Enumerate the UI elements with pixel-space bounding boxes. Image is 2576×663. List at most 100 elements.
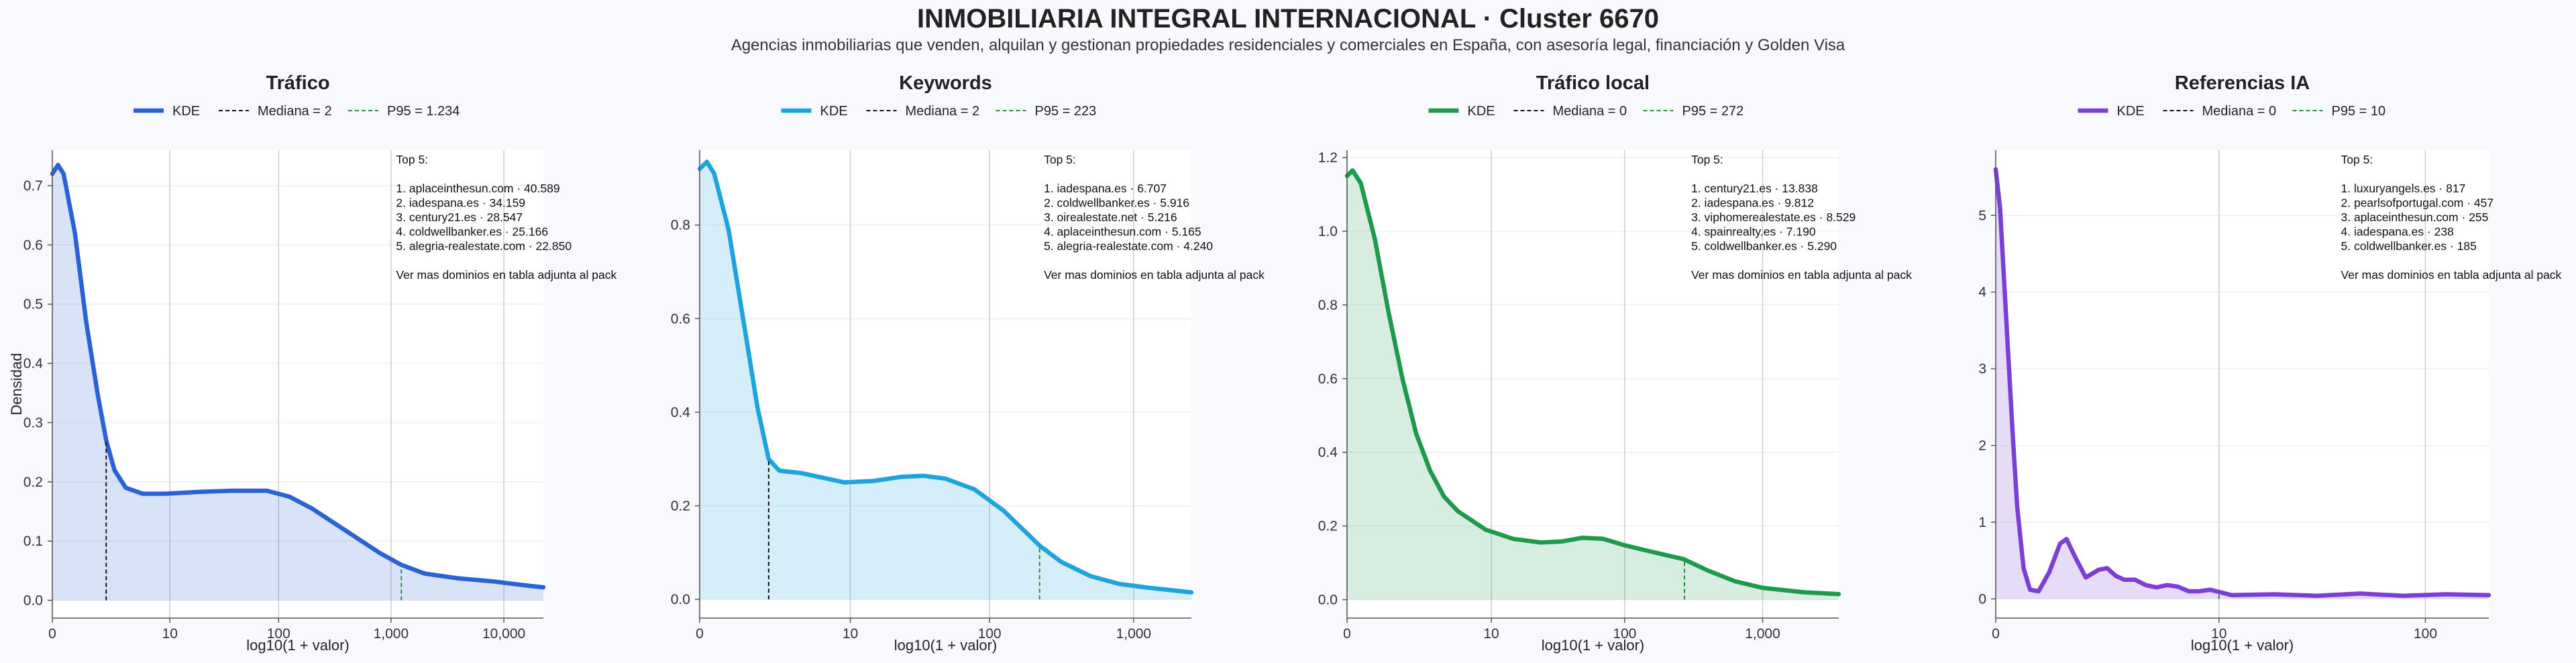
y-tick-label: 0.7	[23, 178, 43, 194]
legend: KDE Mediana = 0 P95 = 10	[2078, 104, 2386, 119]
panel-title: Tráfico local	[1536, 72, 1650, 94]
annotation-line: 1. iadespana.es · 6.707	[1044, 182, 1167, 195]
plot-area	[52, 150, 543, 618]
y-tick-label: 0	[1978, 591, 1986, 607]
annotation-line: 4. spainrealty.es · 7.190	[1691, 225, 1816, 239]
annotation-line: 5. alegria-realestate.com · 22.850	[396, 239, 572, 253]
annotation-line: Ver mas dominios en tabla adjunta al pac…	[1044, 268, 1265, 282]
legend-p95-label: P95 = 10	[2332, 104, 2386, 119]
plot-area	[700, 150, 1191, 618]
annotation-line: 5. alegria-realestate.com · 4.240	[1044, 239, 1213, 253]
kde-area	[52, 165, 543, 601]
annotation-line: Top 5:	[1691, 153, 1723, 166]
y-tick-label: 0.0	[671, 592, 690, 607]
annotation-line: Ver mas dominios en tabla adjunta al pac…	[1691, 268, 1912, 282]
kde-line	[697, 160, 1194, 595]
y-tick-label: 0.0	[23, 593, 43, 608]
annotation-line: 3. oirealestate.net · 5.216	[1044, 210, 1177, 224]
x-tick-label: 0	[1343, 626, 1351, 642]
y-tick-label: 0.3	[23, 415, 43, 430]
annotation-line: Top 5:	[396, 153, 428, 166]
y-axis-label: Densidad	[8, 353, 25, 416]
x-tick-label: 10,000	[482, 626, 525, 642]
y-tick-label: 0.2	[1318, 519, 1338, 534]
y-tick-label: 5	[1978, 208, 1986, 223]
x-tick-label: 1,000	[374, 626, 409, 642]
x-tick-label: 10	[162, 626, 178, 642]
annotation-line: 2. coldwellbanker.es · 5.916	[1044, 196, 1189, 210]
annotation-line: 5. coldwellbanker.es · 185	[2341, 239, 2477, 253]
kde-area	[1347, 170, 1839, 600]
kde-line	[1344, 168, 1841, 597]
annotation-line: Top 5:	[2341, 153, 2373, 166]
legend-kde-label: KDE	[172, 104, 200, 119]
x-tick-label: 100	[2414, 626, 2437, 642]
x-axis-label: log10(1 + valor)	[1542, 637, 1644, 654]
annotation-line: 4. coldwellbanker.es · 25.166	[396, 225, 548, 239]
y-tick-label: 0.5	[23, 297, 43, 312]
legend-median-label: Mediana = 2	[906, 104, 980, 119]
kde-line	[1993, 167, 2491, 599]
legend-median-label: Mediana = 2	[258, 104, 332, 119]
legend-kde-label: KDE	[820, 104, 848, 119]
y-tick-label: 3	[1978, 361, 1986, 377]
annotation-line: 3. century21.es · 28.547	[396, 210, 523, 224]
annotation-line: 1. luxuryangels.es · 817	[2341, 182, 2466, 195]
panel-title: Keywords	[899, 72, 992, 94]
y-tick-label: 0.6	[671, 311, 690, 326]
legend-median-label: Mediana = 0	[1553, 104, 1627, 119]
annotation-line: 4. iadespana.es · 238	[2341, 225, 2454, 239]
panel-title: Tráfico	[266, 72, 329, 94]
y-tick-label: 1	[1978, 515, 1986, 530]
x-tick-label: 10	[843, 626, 858, 642]
y-tick-label: 0.8	[671, 218, 690, 233]
x-tick-label: 10	[2211, 626, 2226, 642]
x-tick-label: 0	[696, 626, 704, 642]
panel-title: Referencias IA	[2175, 72, 2310, 94]
kde-area	[700, 162, 1191, 600]
plot-area	[1996, 150, 2489, 618]
x-tick-label: 0	[48, 626, 56, 642]
y-tick-label: 4	[1978, 285, 1986, 300]
annotation-line: 2. iadespana.es · 34.159	[396, 196, 525, 210]
x-tick-label: 1,000	[1745, 626, 1780, 642]
legend: KDE Mediana = 0 P95 = 272	[1428, 104, 1743, 119]
y-tick-label: 0.2	[23, 475, 43, 490]
chart-trafico: 0.0 0.1 0.2 0.3 0.4 0.5 0.6 0.7 0 10 100 1,000 10,00…	[8, 72, 616, 654]
y-tick-label: 0.4	[671, 405, 691, 420]
annotation-line: 5. coldwellbanker.es · 5.290	[1691, 239, 1837, 253]
annotation-line: Ver mas dominios en tabla adjunta al pac…	[2341, 268, 2562, 282]
y-tick-label: 1.2	[1318, 150, 1338, 166]
annotation-line: Ver mas dominios en tabla adjunta al pac…	[396, 268, 616, 282]
legend-kde-label: KDE	[1468, 104, 1495, 119]
y-tick-label: 0.0	[1318, 593, 1338, 608]
x-axis-label: log10(1 + valor)	[246, 637, 349, 654]
y-tick-label: 0.4	[1318, 445, 1338, 461]
x-tick-label: 1,000	[1116, 626, 1152, 642]
legend-p95-label: P95 = 223	[1035, 104, 1097, 119]
legend: KDE Mediana = 2 P95 = 223	[781, 104, 1097, 119]
legend-p95-label: P95 = 1.234	[387, 104, 460, 119]
annotation-line: 2. pearlsofportugal.com · 457	[2341, 196, 2494, 210]
x-axis-label: log10(1 + valor)	[894, 637, 997, 654]
annotation-line: 1. century21.es · 13.838	[1691, 182, 1818, 195]
page-title: INMOBILIARIA INTEGRAL INTERNACIONAL · Cl…	[916, 4, 1660, 34]
x-axis-label: log10(1 + valor)	[2191, 637, 2294, 654]
annotation-line: Top 5:	[1044, 153, 1076, 166]
x-tick-label: 100	[1613, 626, 1636, 642]
x-tick-label: 0	[1992, 626, 2000, 642]
x-tick-label: 100	[267, 626, 290, 642]
y-tick-label: 1.0	[1318, 224, 1338, 239]
legend-kde-label: KDE	[2117, 104, 2145, 119]
annotation-line: 4. aplaceinthesun.com · 5.165	[1044, 225, 1201, 239]
y-tick-label: 0.1	[23, 534, 43, 549]
y-tick-label: 2	[1978, 438, 1986, 454]
annotation-line: 1. aplaceinthesun.com · 40.589	[396, 182, 559, 195]
y-tick-label: 0.6	[23, 237, 43, 253]
kde-line	[50, 162, 546, 590]
y-tick-label: 0.2	[671, 498, 690, 514]
